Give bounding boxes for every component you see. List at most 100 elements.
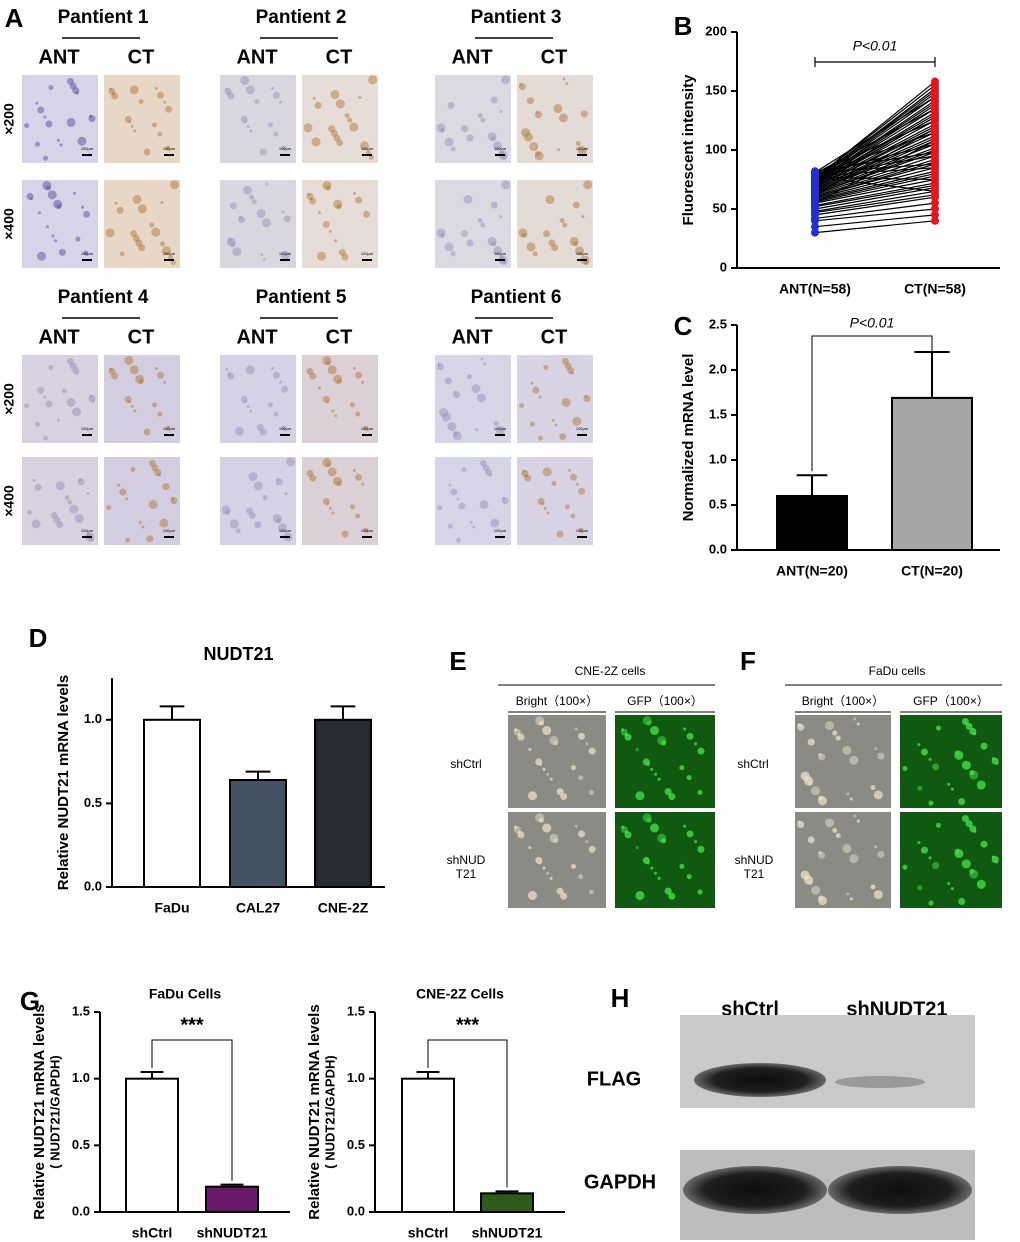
texture [34, 483, 42, 491]
texture [83, 210, 91, 218]
texture [267, 402, 273, 408]
bracket [427, 1039, 508, 1188]
texture [50, 511, 58, 519]
texture [349, 504, 355, 510]
pair-line [814, 182, 936, 207]
texture [842, 745, 852, 755]
texture [72, 87, 80, 95]
texture [928, 757, 932, 761]
texture [261, 218, 271, 228]
texture [549, 735, 559, 745]
texture [129, 365, 139, 375]
texture [88, 536, 94, 542]
texture [260, 253, 264, 257]
texture [306, 469, 314, 477]
texture [493, 246, 503, 256]
scale-bar-label: 100μm [81, 251, 94, 256]
texture [327, 467, 337, 477]
scale-bar-label: 100μm [163, 426, 176, 431]
texture [542, 823, 552, 833]
texture [37, 106, 45, 114]
texture [538, 395, 542, 399]
texture [240, 76, 250, 86]
texture [81, 205, 85, 209]
texture [635, 791, 645, 801]
texture [917, 885, 923, 891]
texture [570, 473, 578, 481]
texture [961, 859, 971, 869]
texture [108, 87, 116, 95]
texture [965, 820, 973, 828]
texture [543, 506, 547, 510]
texture [697, 845, 705, 853]
texture [244, 400, 248, 404]
x-tick-label: ANT(N=20) [776, 563, 848, 579]
annotation: P<0.01 [853, 38, 898, 54]
texture [160, 241, 166, 247]
texture [824, 721, 834, 731]
texture [686, 830, 694, 838]
texture [818, 851, 822, 855]
texture [254, 99, 260, 105]
texture [230, 242, 236, 248]
y-tick-label: 0.5 [72, 1137, 90, 1152]
texture [273, 131, 279, 137]
texture [316, 251, 326, 261]
texture [469, 520, 473, 524]
texture [578, 732, 586, 740]
texture [686, 732, 694, 740]
magnification: ×400 [1, 485, 17, 517]
texture [151, 122, 157, 128]
texture [254, 521, 262, 529]
texture [483, 362, 487, 366]
y-tick-label: 1.0 [84, 711, 102, 726]
scale-bar-label: 100μm [361, 146, 374, 151]
texture [253, 481, 263, 491]
texture [624, 733, 632, 741]
texture [154, 366, 158, 370]
y-axis-label: Normalized mRNA level [680, 354, 697, 522]
texture [286, 457, 296, 467]
chart-title: CNE-2Z Cells [416, 986, 504, 1002]
texture [133, 409, 137, 413]
texture [325, 462, 331, 468]
texture [24, 403, 30, 409]
column-label: CT [326, 326, 353, 348]
texture [542, 767, 546, 771]
texture [551, 418, 555, 422]
texture [694, 742, 698, 746]
texture [363, 425, 369, 431]
band [828, 1166, 972, 1214]
scale-bar-label: 100μm [576, 146, 589, 151]
texture [969, 825, 977, 833]
blot-label: GAPDH [584, 1171, 656, 1193]
texture [363, 527, 369, 533]
texture [558, 113, 568, 123]
y-axis-label: Fluorescent intensity [680, 74, 697, 226]
texture [360, 141, 370, 151]
column-label: CT [541, 326, 568, 348]
texture [902, 766, 908, 772]
texture [333, 476, 343, 486]
point [931, 148, 939, 157]
texture [444, 242, 454, 252]
texture [480, 222, 486, 228]
x-tick-label: CT(N=58) [904, 281, 966, 297]
chart-title: FaDu Cells [149, 986, 222, 1002]
texture [37, 386, 45, 394]
scale-bar-label: 100μm [494, 146, 507, 151]
column-label: CT [326, 46, 353, 68]
point [931, 205, 939, 213]
annotation: *** [180, 1014, 204, 1036]
texture [557, 148, 561, 152]
texture [528, 748, 532, 752]
y-tick-label: 100 [705, 141, 727, 156]
texture [251, 199, 257, 205]
texture [562, 222, 568, 228]
band [683, 1166, 827, 1214]
texture [333, 374, 343, 384]
texture [108, 367, 116, 375]
bar [314, 718, 372, 888]
texture [317, 386, 321, 390]
